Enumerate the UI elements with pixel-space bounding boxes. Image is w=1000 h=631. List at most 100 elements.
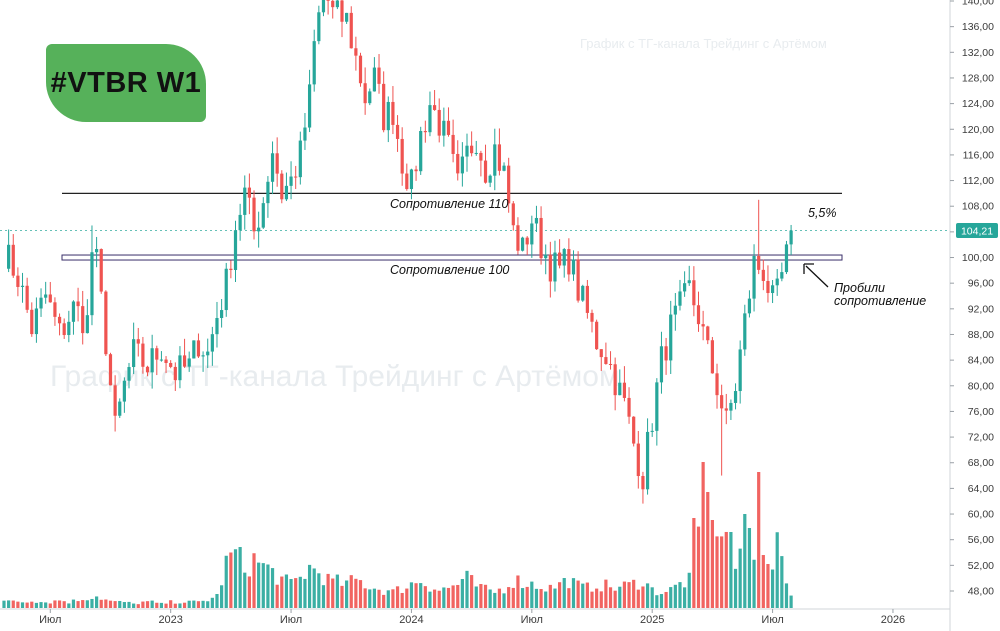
- breakout-arrow-shaft: [805, 265, 829, 288]
- volume-bar: [650, 587, 654, 608]
- watermark-top: График с ТГ-канала Трейдинг с Артёмом: [580, 36, 827, 51]
- candle-body: [678, 291, 682, 306]
- candle-body: [321, 0, 326, 13]
- candle-body: [437, 109, 441, 136]
- volume-bar: [317, 573, 321, 608]
- volume-bar: [432, 589, 437, 608]
- candle-body: [48, 294, 52, 303]
- candle-body: [99, 249, 103, 292]
- volume-bar: [11, 600, 15, 608]
- volume-bar: [775, 532, 779, 608]
- candle-body: [16, 275, 20, 287]
- volume-bar: [585, 582, 589, 608]
- price-tick-label: 124,00: [962, 98, 994, 110]
- resistance-100-label: Сопротивление 100: [390, 263, 509, 277]
- volume-bar: [395, 586, 400, 608]
- candle-body: [34, 308, 39, 335]
- volume-bar: [294, 578, 298, 608]
- volume-bar: [76, 601, 80, 608]
- candle-body: [599, 349, 603, 358]
- time-tick-label: 2025: [640, 614, 664, 626]
- volume-bar: [659, 594, 664, 608]
- price-tick-label: 80,00: [968, 380, 994, 392]
- candle-body: [752, 255, 756, 299]
- candle-body: [289, 176, 293, 186]
- volume-bar: [400, 592, 404, 608]
- candle-body: [169, 362, 173, 367]
- volume-bar: [409, 582, 414, 608]
- candle-body: [173, 366, 177, 381]
- volume-bar: [553, 588, 557, 608]
- candle-body: [391, 101, 395, 125]
- volume-bar: [382, 594, 386, 608]
- candle-body: [7, 244, 11, 269]
- candle-body: [368, 91, 372, 104]
- candle-body: [622, 382, 627, 398]
- volume-bar: [534, 588, 539, 608]
- price-tick-label: 128,00: [962, 72, 994, 84]
- candle-body: [460, 156, 464, 174]
- volume-bar: [192, 600, 196, 608]
- candle-body: [428, 105, 432, 133]
- volume-bar: [358, 580, 363, 608]
- volume-bar: [428, 591, 432, 608]
- price-tick-label: 60,00: [968, 509, 994, 521]
- candle-body: [641, 476, 645, 490]
- candle-body: [479, 152, 483, 161]
- candle-body: [108, 354, 113, 386]
- candle-body: [645, 431, 650, 490]
- price-tick-label: 56,00: [968, 534, 994, 546]
- candle-body: [71, 301, 76, 322]
- candle-body: [25, 285, 29, 310]
- candle-body: [650, 430, 654, 432]
- candle-body: [358, 55, 363, 84]
- volume-bar: [696, 526, 701, 608]
- candle-body: [608, 363, 613, 365]
- last-price-value: 104,21: [961, 225, 993, 237]
- candle-body: [664, 346, 668, 361]
- volume-bar: [85, 600, 89, 608]
- volume-bar: [372, 588, 376, 608]
- candle-body: [595, 321, 599, 350]
- candle-body: [770, 285, 775, 294]
- candle-body: [789, 230, 793, 245]
- candle-body: [618, 382, 622, 396]
- volume-bar: [576, 580, 580, 608]
- volume-bar: [99, 599, 103, 608]
- volume-bar: [636, 589, 640, 608]
- candle-body: [655, 382, 659, 431]
- volume-bar: [368, 589, 372, 608]
- candle-body: [530, 223, 534, 245]
- volume-bar: [595, 588, 599, 608]
- candle-body: [57, 316, 62, 324]
- time-tick-label: 2023: [158, 614, 182, 626]
- volume-bar: [136, 604, 140, 608]
- candle-body: [423, 131, 427, 133]
- volume-bar: [229, 552, 233, 608]
- volume-bar: [673, 584, 677, 608]
- volume-bar: [386, 590, 390, 608]
- candle-body: [507, 165, 511, 204]
- candle-body: [284, 185, 289, 200]
- volume-bar: [30, 601, 34, 608]
- candle-body: [687, 280, 691, 284]
- volume-bar: [710, 520, 714, 608]
- volume-bar: [196, 601, 201, 608]
- candle-body: [520, 237, 525, 251]
- candle-body: [215, 318, 219, 335]
- candle-body: [104, 291, 108, 355]
- volume-bar: [53, 600, 57, 608]
- volume-bar: [90, 598, 94, 608]
- candle-body: [53, 302, 57, 317]
- volume-bar: [224, 555, 228, 608]
- volume-bar: [215, 594, 219, 608]
- volume-bar: [520, 588, 525, 608]
- volume-bar: [733, 568, 738, 608]
- volume-bar: [182, 602, 187, 608]
- breakout-label-line1: Пробили: [834, 281, 885, 295]
- candle-body: [548, 254, 552, 282]
- candle-body: [233, 230, 238, 271]
- volume-bar: [752, 559, 756, 608]
- volume-bar: [743, 514, 747, 608]
